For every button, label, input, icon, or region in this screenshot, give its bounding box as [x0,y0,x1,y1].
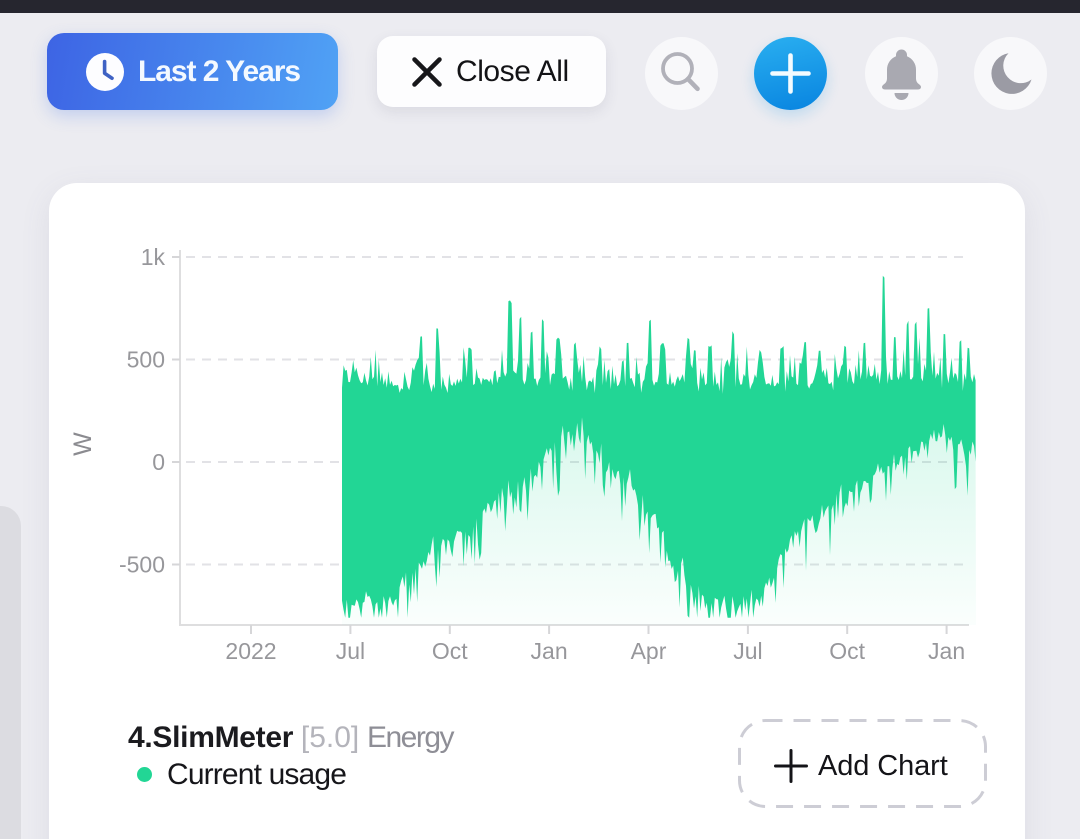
svg-text:Jan: Jan [928,638,965,664]
svg-text:Oct: Oct [432,638,468,664]
svg-text:Jul: Jul [336,638,365,664]
svg-text:1k: 1k [141,244,166,270]
svg-text:Apr: Apr [631,638,667,664]
svg-text:0: 0 [152,449,165,475]
svg-text:Jan: Jan [531,638,568,664]
svg-text:500: 500 [127,347,165,373]
svg-text:Jul: Jul [733,638,762,664]
svg-text:-500: -500 [119,552,165,578]
svg-text:2022: 2022 [225,638,276,664]
svg-text:W: W [69,432,97,456]
svg-text:Oct: Oct [829,638,865,664]
